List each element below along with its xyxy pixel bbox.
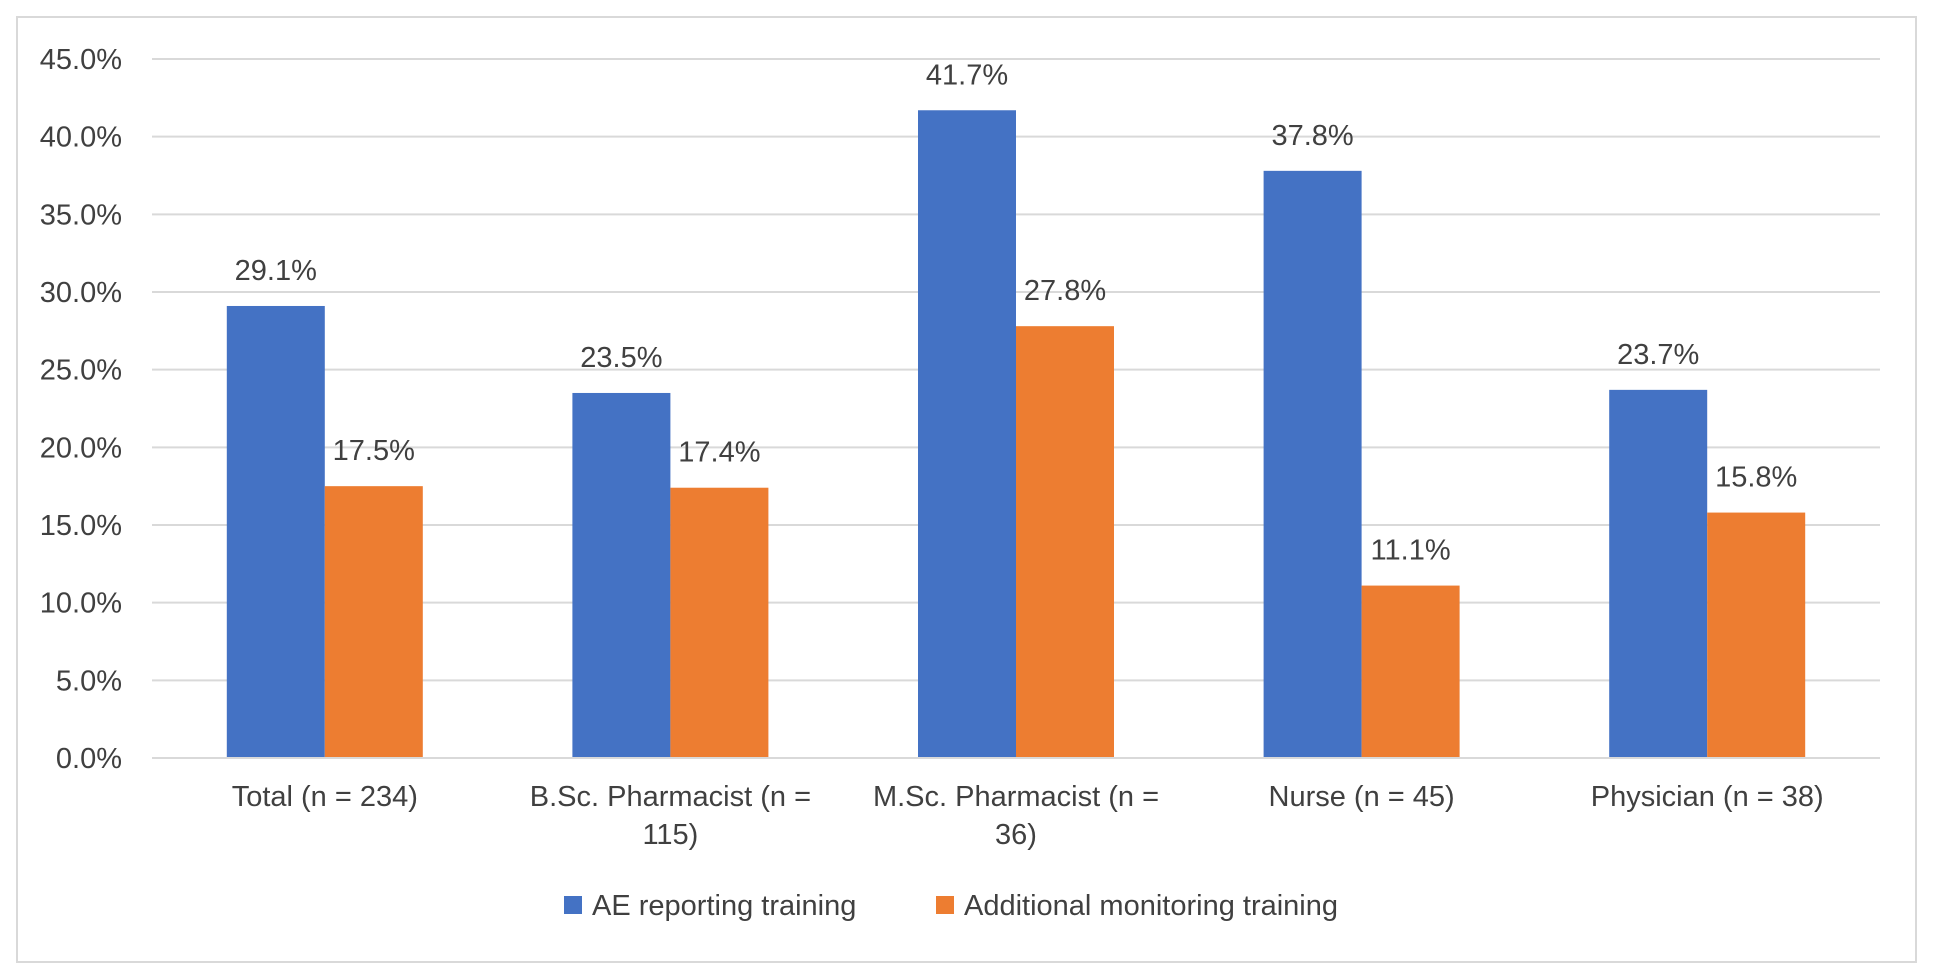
category-label: Physician (n = 38) — [1591, 781, 1824, 813]
category-label: 115) — [642, 819, 698, 851]
data-label: 17.4% — [678, 437, 760, 469]
y-tick-label: 30.0% — [40, 277, 122, 309]
category-labels: Total (n = 234) B.Sc. Pharmacist (n = 115)… — [232, 781, 1824, 851]
legend: AE reporting training Additional monitori… — [564, 890, 1338, 922]
category-label: 36) — [995, 819, 1037, 851]
data-label: 11.1% — [1371, 535, 1451, 567]
data-label: 27.8% — [1024, 275, 1106, 307]
bar-ae-reporting — [1609, 389, 1708, 758]
category-label: Total (n = 234) — [232, 781, 418, 813]
data-label: 37.8% — [1271, 120, 1353, 152]
legend-swatch — [564, 896, 582, 914]
data-label: 41.7% — [926, 59, 1008, 91]
y-tick-label: 25.0% — [40, 355, 122, 387]
data-label: 29.1% — [235, 255, 317, 287]
data-labels: 29.1% 23.5% 41.7% 37.8% 23.7% 17.5% 17.4% 27.8%… — [235, 59, 1798, 566]
y-axis-ticks: 0.0% 5.0% 10.0% 15.0% 20.0% 25.0% 30.0% 35.0% 40… — [40, 44, 122, 775]
y-tick-label: 40.0% — [40, 122, 122, 154]
legend-swatch — [936, 896, 954, 914]
bar-ae-reporting — [226, 305, 325, 758]
bar-additional-monitoring — [1016, 326, 1114, 758]
legend-label: AE reporting training — [592, 890, 856, 922]
y-tick-label: 15.0% — [40, 510, 122, 542]
bars — [226, 110, 1806, 759]
y-tick-label: 0.0% — [56, 743, 122, 775]
y-tick-label: 5.0% — [56, 665, 122, 697]
chart-frame: 0.0% 5.0% 10.0% 15.0% 20.0% 25.0% 30.0% 35.0% 40… — [16, 16, 1917, 963]
bar-additional-monitoring — [670, 487, 769, 758]
data-label: 23.7% — [1617, 339, 1699, 371]
y-tick-label: 10.0% — [40, 588, 122, 620]
data-label: 23.5% — [580, 342, 662, 374]
bar-additional-monitoring — [1361, 585, 1460, 758]
bar-additional-monitoring — [1707, 512, 1806, 758]
bar-ae-reporting — [1263, 170, 1362, 759]
y-tick-label: 35.0% — [40, 199, 122, 231]
bar-ae-reporting — [918, 110, 1016, 758]
data-label: 17.5% — [333, 435, 415, 467]
bar-chart: 0.0% 5.0% 10.0% 15.0% 20.0% 25.0% 30.0% 35.0% 40… — [40, 44, 1880, 922]
category-label: Nurse (n = 45) — [1269, 781, 1455, 813]
y-tick-label: 45.0% — [40, 44, 122, 76]
y-tick-label: 20.0% — [40, 432, 122, 464]
bar-additional-monitoring — [324, 486, 423, 758]
bar-ae-reporting — [572, 392, 671, 758]
data-label: 15.8% — [1715, 462, 1797, 494]
legend-label: Additional monitoring training — [964, 890, 1338, 922]
category-label: M.Sc. Pharmacist (n = — [873, 781, 1159, 813]
category-label: B.Sc. Pharmacist (n = — [530, 781, 811, 813]
